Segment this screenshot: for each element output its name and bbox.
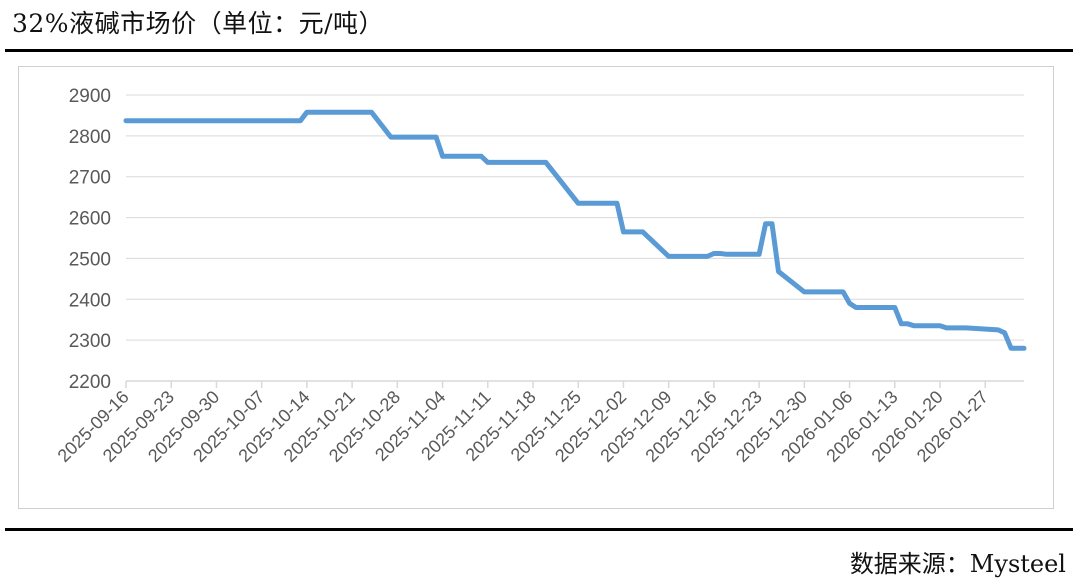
- y-tick-label: 2500: [69, 249, 111, 270]
- price-series-line: [123, 109, 1027, 351]
- axis-layer: [125, 380, 1024, 388]
- y-tick-label: 2200: [69, 372, 111, 393]
- series-layer: [123, 109, 1027, 351]
- y-tick-label: 2800: [69, 127, 111, 148]
- y-tick-label: 2700: [69, 168, 111, 189]
- label-layer: 220023002400250026002700280029002025-09-…: [54, 86, 992, 466]
- top-rule: [5, 49, 1073, 52]
- y-tick-label: 2600: [69, 209, 111, 230]
- bottom-rule: [5, 528, 1073, 531]
- source-note: 数据来源：Mysteel: [849, 550, 1066, 578]
- chart-title: 32%液碱市场价（单位：元/吨）: [12, 9, 384, 38]
- grid-layer: [126, 94, 1024, 341]
- y-tick-label: 2400: [69, 290, 111, 311]
- y-tick-label: 2300: [69, 331, 111, 352]
- y-tick-label: 2900: [69, 86, 111, 107]
- chart-frame: [18, 66, 1054, 509]
